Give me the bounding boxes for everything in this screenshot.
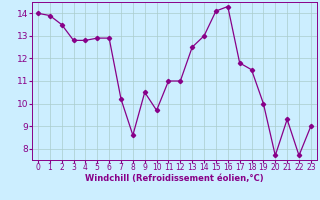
X-axis label: Windchill (Refroidissement éolien,°C): Windchill (Refroidissement éolien,°C) [85, 174, 264, 183]
